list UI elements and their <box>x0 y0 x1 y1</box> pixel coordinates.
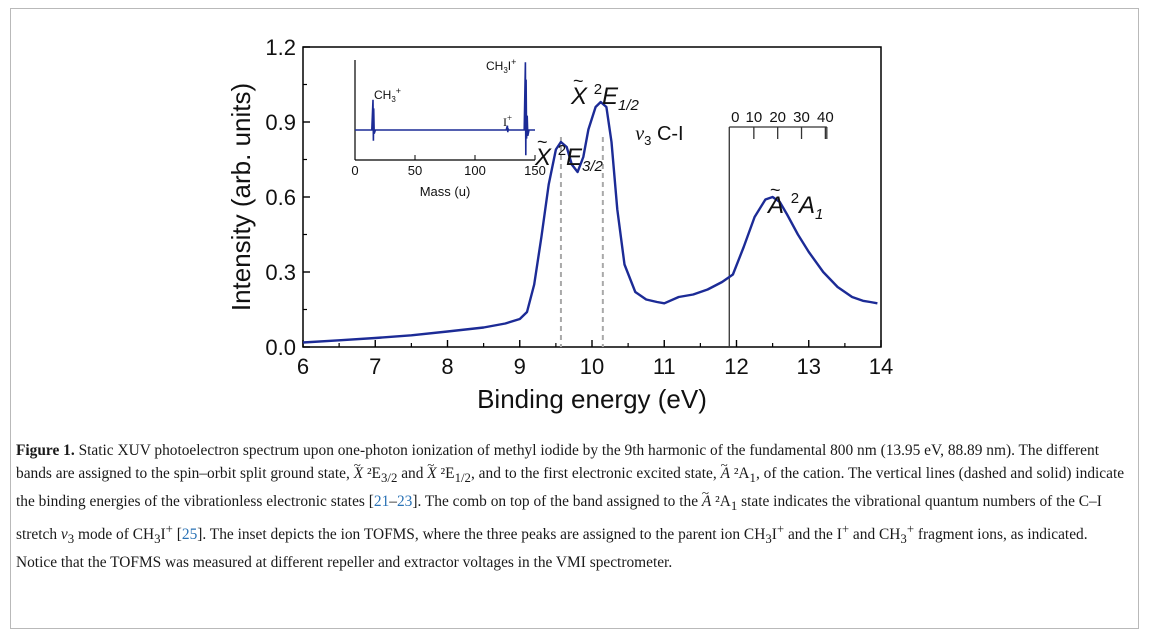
x-tick-label: 14 <box>869 354 893 379</box>
y-tick-label: 1.2 <box>265 35 296 60</box>
x-tick-label: 9 <box>514 354 526 379</box>
reference-link[interactable]: 25 <box>181 526 198 544</box>
x-tick-label: 13 <box>797 354 821 379</box>
tilde-mark: ~ <box>573 71 584 91</box>
y-axis-label: Intensity (arb. units) <box>226 83 256 311</box>
caption-sub: 3 <box>154 532 161 547</box>
x-tick-label: 12 <box>724 354 748 379</box>
x-tick-label: 11 <box>653 354 676 379</box>
caption-sup: + <box>906 522 915 537</box>
caption-sup: + <box>165 522 173 537</box>
caption-term: ²A <box>729 465 750 482</box>
tilde-mark: ~ <box>537 132 548 152</box>
caption-text: state indicates the vibrational quantum … <box>16 493 1102 544</box>
y-tick-label: 0.0 <box>265 335 296 360</box>
caption-text: , and to the first electronic excited st… <box>470 465 721 482</box>
x-tick-label: 6 <box>297 354 309 379</box>
caption-sub: 3/2 <box>380 471 398 486</box>
inset-x-axis-label: Mass (u) <box>420 184 471 199</box>
caption-term: ²E <box>436 465 455 482</box>
caption-text: [ <box>172 526 182 544</box>
caption-text: and CH <box>849 526 901 544</box>
caption-sub: 1/2 <box>454 471 471 486</box>
caption-text: I <box>160 526 166 544</box>
ch3i-plus-annotation: CH3I+ <box>486 57 516 75</box>
caption-text: ]. The comb on top of the band assigned … <box>412 493 702 511</box>
reference-link[interactable]: 21 <box>373 493 390 511</box>
caption-text: and the I <box>784 526 842 544</box>
tilde-mark: ~ <box>770 180 781 200</box>
state-x-symbol: X <box>427 453 436 485</box>
caption-sub: 1 <box>749 471 756 486</box>
inset-x-tick-label: 0 <box>351 163 358 178</box>
inset-x-tick-label: 50 <box>408 163 422 178</box>
x-axis-label: Binding energy (eV) <box>477 384 707 414</box>
inset-x-tick-label: 100 <box>464 163 486 178</box>
state-label: X 2E1/2 <box>570 81 640 114</box>
caption-sub: 3 <box>765 532 772 547</box>
y-tick-label: 0.6 <box>265 185 296 210</box>
ch3-plus-annotation: CH3+ <box>374 86 401 104</box>
caption-sup: + <box>841 522 850 537</box>
caption-term: ²E <box>363 465 381 482</box>
x-tick-label: 8 <box>441 354 453 379</box>
comb-label: 20 <box>769 109 786 126</box>
comb-mode-label: ν3 C-I <box>635 123 683 148</box>
reference-link[interactable]: 23 <box>396 493 413 511</box>
state-a-symbol: A <box>702 481 711 513</box>
caption-text-1: Static XUV photoelectron spectrum upon o… <box>16 442 1099 482</box>
caption-text: , of the cation. The vertical lines (das… <box>16 465 1125 511</box>
state-label: X 2E3/2 <box>534 142 604 175</box>
comb-label: 30 <box>793 109 810 126</box>
y-tick-label: 0.9 <box>265 110 296 135</box>
caption-sub: 3 <box>67 532 75 547</box>
state-x-symbol: X <box>354 453 363 485</box>
caption-sub: 1 <box>730 499 738 514</box>
x-tick-label: 7 <box>369 354 381 379</box>
main-plot: 6 7 8 9 10 11 12 13 14 0.0 0.3 0.6 0.9 1.2 Binding ene… <box>226 35 893 414</box>
nu-symbol: ν <box>60 526 68 544</box>
inset-x-tick-label: 150 <box>524 163 546 178</box>
state-a-symbol: A <box>721 453 730 485</box>
caption-term: ²A <box>711 493 731 511</box>
comb-label: 0 <box>731 109 739 126</box>
caption-text: and <box>397 465 428 482</box>
inset-plot: 0 50 100 150 Mass (u) CH3+ I+ CH3I+ <box>351 57 545 199</box>
state-label: A 2A1 <box>766 190 823 223</box>
figure-caption: Figure 1. Static XUV photoelectron spect… <box>16 439 1132 574</box>
caption-text: – <box>389 493 397 511</box>
comb-label: 10 <box>745 109 762 126</box>
spectrum-figure: 6 7 8 9 10 11 12 13 14 0.0 0.3 0.6 0.9 1.2 Binding ene… <box>226 35 893 414</box>
caption-text: ]. The inset depicts the ion TOFMS, wher… <box>197 526 766 544</box>
tofms-line <box>355 62 535 156</box>
caption-sub: 3 <box>900 532 907 547</box>
caption-text: fragment ions, as indicated. Notice that… <box>16 526 1088 572</box>
spectrum-line <box>302 100 878 344</box>
caption-text: mode of CH <box>74 526 155 544</box>
caption-sup: + <box>776 522 785 537</box>
i-plus-annotation: I+ <box>503 113 512 129</box>
y-tick-label: 0.3 <box>265 260 296 285</box>
caption-text: I <box>771 526 777 544</box>
figure-frame <box>10 8 1139 629</box>
caption-label: Figure 1. <box>16 442 75 459</box>
comb-label: 40 <box>817 109 834 126</box>
x-tick-label: 10 <box>580 354 604 379</box>
